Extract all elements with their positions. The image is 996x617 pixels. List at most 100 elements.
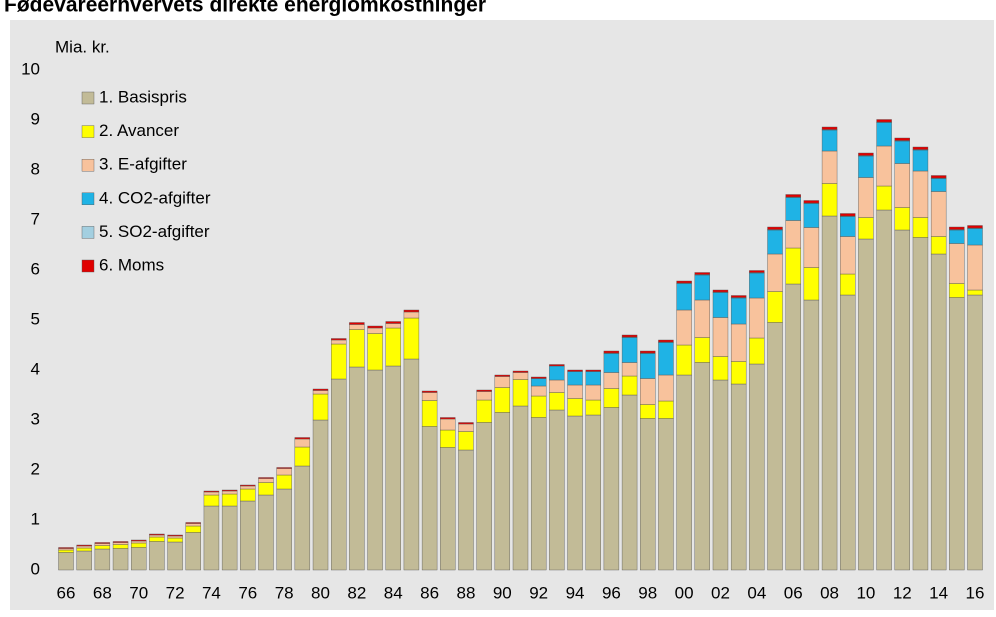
bar-segment: [730, 361, 747, 385]
bar-segment: [240, 484, 256, 487]
bar-segment: [603, 407, 620, 571]
bar-segment: [712, 356, 729, 381]
bar-segment: [221, 493, 238, 507]
bar-segment: [312, 388, 329, 391]
bar-segment: [258, 482, 274, 496]
bar-segment: [203, 494, 220, 507]
y-tick-label: 10: [21, 59, 40, 78]
bar-segment: [658, 418, 674, 571]
bar-segment: [331, 338, 347, 341]
bar-segment: [621, 334, 638, 338]
bar-segment: [930, 253, 947, 571]
bar-segment: [258, 478, 274, 483]
x-tick-label: 88: [456, 583, 475, 602]
bar-segment: [530, 378, 547, 387]
bar-segment: [276, 474, 292, 490]
bar-segment: [549, 379, 565, 393]
bar-segment: [621, 375, 638, 396]
bar-segment: [458, 431, 474, 451]
bar-segment: [858, 155, 874, 178]
legend-swatch: [81, 259, 95, 273]
bar-segment: [494, 412, 511, 571]
bar-segment: [112, 542, 129, 545]
bar-segment: [749, 337, 765, 365]
y-axis-label: Mia. kr.: [55, 37, 110, 56]
bar-segment: [912, 170, 929, 218]
bar-segment: [203, 505, 220, 571]
bar-segment: [112, 544, 129, 549]
bar-segment: [94, 548, 111, 571]
bar-segment: [894, 207, 910, 231]
bar-segment: [640, 353, 656, 379]
bar-segment: [603, 353, 620, 373]
bar-segment: [131, 547, 147, 571]
x-tick-label: 66: [57, 583, 76, 602]
bar-segment: [785, 197, 801, 221]
bar-segment: [221, 489, 238, 492]
bar-segment: [803, 227, 820, 268]
bar-segment: [767, 291, 783, 323]
bar-segment: [76, 544, 92, 547]
bar-segment: [585, 399, 601, 416]
bar-segment: [967, 228, 983, 246]
bar-segment: [476, 399, 492, 423]
bar-segment: [567, 415, 583, 571]
bar-segment: [858, 217, 874, 240]
bar-segment: [730, 295, 747, 298]
x-tick-label: 04: [747, 583, 766, 602]
bar-segment: [331, 378, 347, 571]
bar-segment: [858, 238, 874, 571]
bar-segment: [403, 309, 420, 313]
bar-segment: [331, 339, 347, 345]
bar-segment: [131, 540, 147, 544]
bar-segment: [276, 468, 292, 476]
legend-swatch: [81, 158, 95, 172]
y-tick-label: 4: [31, 359, 40, 378]
bar-segment: [949, 283, 965, 298]
bar-segment: [240, 500, 256, 571]
bar-segment: [640, 350, 656, 354]
bar-segment: [876, 122, 892, 147]
bar-segment: [276, 488, 292, 571]
legend-label: 6. Moms: [99, 255, 164, 274]
bar-segment: [167, 534, 183, 537]
bar-segment: [167, 537, 183, 543]
bar-segment: [185, 525, 201, 533]
x-tick-label: 84: [384, 583, 403, 602]
bar-segment: [76, 547, 92, 552]
bar-segment: [58, 549, 74, 553]
bar-segment: [658, 374, 674, 402]
bar-segment: [294, 438, 311, 448]
bar-segment: [440, 418, 456, 431]
bar-segment: [403, 317, 420, 360]
x-tick-label: 90: [493, 583, 512, 602]
x-tick-label: 80: [311, 583, 330, 602]
bar-segment: [421, 390, 438, 393]
bar-segment: [712, 317, 729, 357]
bar-segment: [694, 274, 710, 301]
bar-segment: [367, 369, 383, 571]
bar-segment: [949, 229, 965, 244]
bar-segment: [894, 163, 910, 208]
bar-segment: [821, 150, 838, 184]
bar-segment: [331, 343, 347, 380]
bar-segment: [640, 404, 656, 419]
bar-segment: [94, 545, 111, 550]
bar-segment: [749, 272, 765, 299]
bar-segment: [749, 270, 765, 273]
bar-segment: [240, 488, 256, 502]
bar-segment: [912, 149, 929, 172]
bar-segment: [76, 545, 92, 549]
bar-segment: [167, 535, 183, 539]
bar-segment: [385, 323, 401, 329]
bar-segment: [294, 446, 311, 467]
bar-segment: [458, 423, 474, 432]
bar-segment: [930, 191, 947, 237]
x-tick-label: 00: [675, 583, 694, 602]
x-tick-label: 78: [275, 583, 294, 602]
bar-segment: [112, 548, 129, 571]
bar-segment: [294, 437, 311, 440]
bar-segment: [876, 209, 892, 571]
bar-segment: [549, 409, 565, 571]
